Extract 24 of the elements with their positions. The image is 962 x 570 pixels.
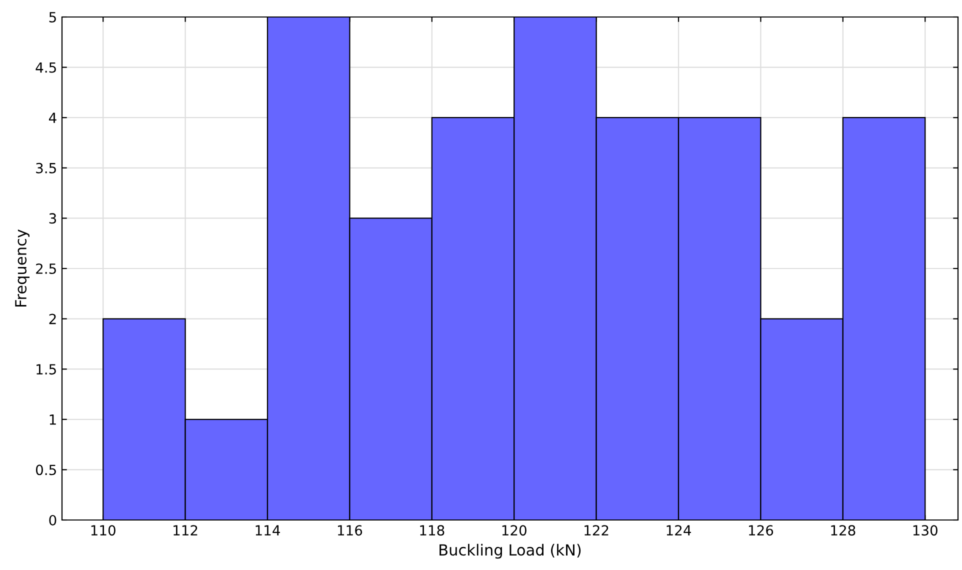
y-tick-label: 2 — [49, 314, 56, 324]
y-tick-label: 1.5 — [36, 364, 56, 375]
y-axis-title: Frequency — [15, 229, 30, 306]
y-tick-label: 4.5 — [36, 62, 56, 73]
x-tick-label: 124 — [666, 525, 691, 536]
y-tick-label: 2.5 — [36, 263, 56, 274]
x-tick-label: 112 — [174, 525, 198, 536]
x-tick-label: 128 — [831, 525, 856, 536]
y-tick-label: 3 — [49, 213, 56, 224]
y-tick-label: 3.5 — [36, 162, 56, 174]
x-tick-label: 120 — [502, 525, 526, 536]
y-tick-label: 0 — [49, 514, 56, 526]
y-tick-label: 0.5 — [36, 464, 56, 476]
x-axis-title: Buckling Load (kN) — [440, 544, 581, 559]
x-tick-label: 126 — [748, 525, 774, 536]
x-tick-label: 116 — [338, 525, 362, 536]
x-tick-label: 110 — [91, 525, 116, 536]
y-tick-label: 4 — [48, 112, 56, 123]
x-tick-label: 118 — [420, 525, 444, 536]
x-tick-label: 130 — [913, 525, 938, 536]
y-tick-label: 1 — [50, 414, 56, 425]
x-tick-label: 122 — [584, 525, 608, 536]
y-tick-label: 5 — [49, 12, 56, 22]
x-tick-label: 114 — [256, 525, 280, 536]
